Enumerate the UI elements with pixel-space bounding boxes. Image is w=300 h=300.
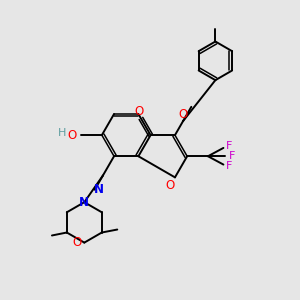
Text: O: O [178,108,188,121]
Text: O: O [72,236,82,249]
Text: F: F [226,141,232,152]
Text: O: O [135,105,144,119]
Text: O: O [165,179,174,192]
Text: O: O [67,129,76,142]
Text: F: F [229,151,235,161]
Text: H: H [58,128,66,138]
Text: F: F [226,161,232,171]
Text: N: N [79,196,89,209]
Text: N: N [94,183,104,196]
